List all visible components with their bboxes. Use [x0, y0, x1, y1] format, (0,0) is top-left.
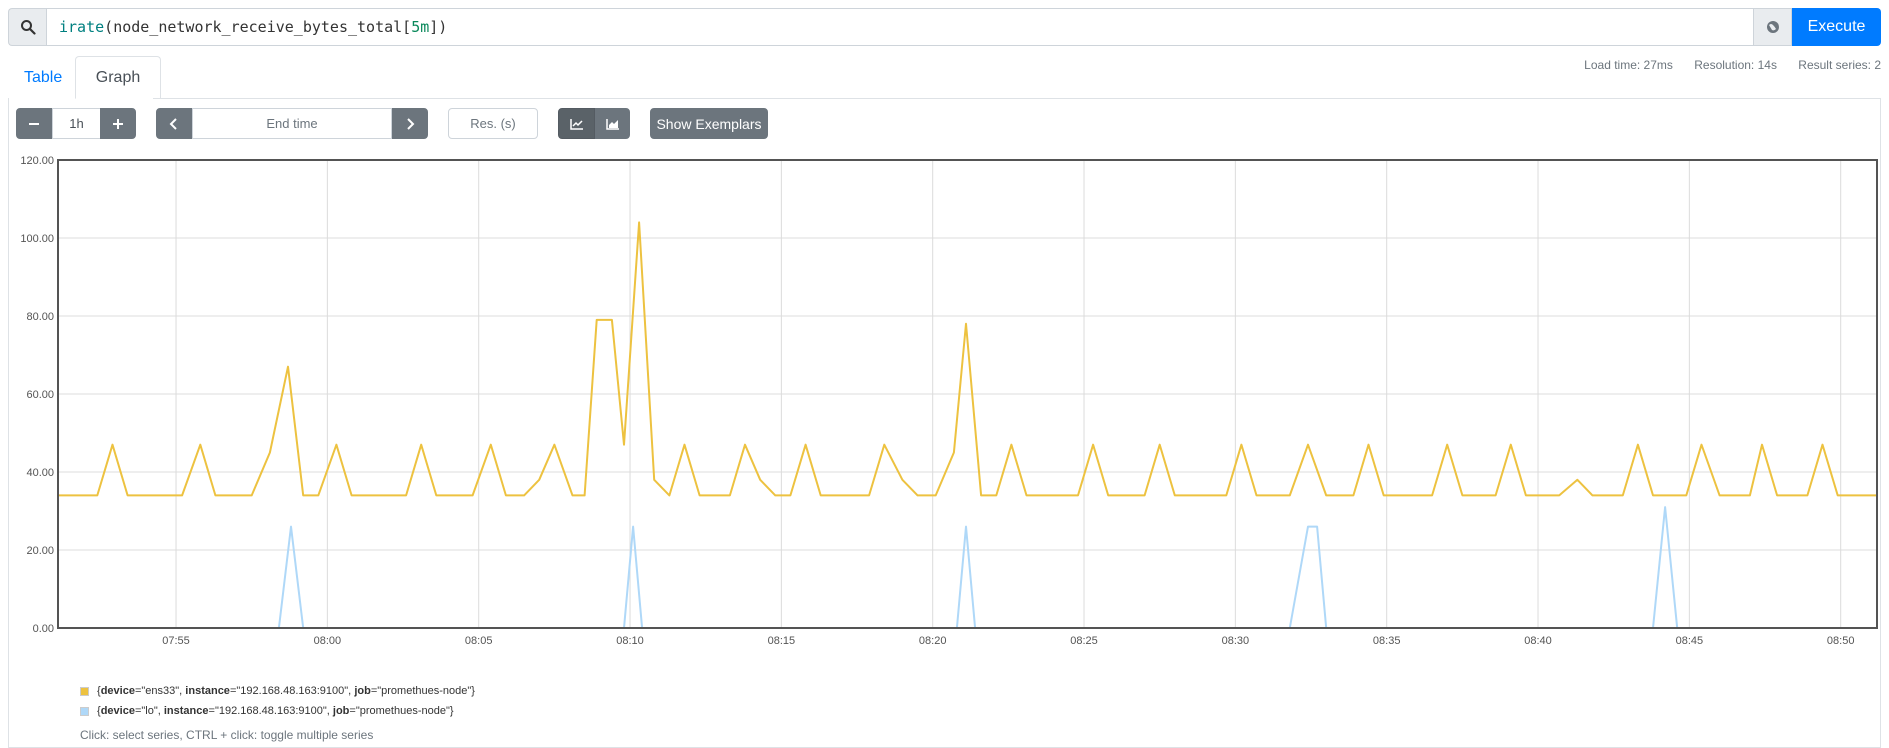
chart-series — [58, 221, 1877, 629]
metrics-explorer-icon[interactable] — [1754, 8, 1792, 46]
chart-grid — [58, 159, 1877, 629]
line-chart-icon — [569, 118, 583, 130]
x-tick-label: 08:20 — [919, 635, 947, 647]
x-tick-label: 08:40 — [1524, 635, 1552, 647]
query-function: irate — [59, 18, 105, 36]
y-tick-label: 60.00 — [26, 389, 54, 401]
y-axis-ticks: 0.00 20.00 40.00 60.00 80.00 100.00 120.00 — [20, 155, 54, 635]
x-tick-label: 08:45 — [1676, 635, 1704, 647]
decrease-range-button[interactable] — [16, 108, 52, 139]
query-stats: Load time: 27ms Resolution: 14s Result s… — [1566, 58, 1881, 72]
minus-icon — [29, 122, 39, 125]
range-input[interactable]: 1h — [52, 108, 101, 139]
load-time: Load time: 27ms — [1584, 58, 1673, 72]
y-tick-label: 20.00 — [26, 545, 54, 557]
x-tick-label: 08:05 — [465, 635, 493, 647]
increase-range-button[interactable] — [100, 108, 136, 139]
x-tick-label: 08:50 — [1827, 635, 1855, 647]
x-tick-label: 08:10 — [616, 635, 644, 647]
plot-frame — [57, 159, 1878, 629]
x-tick-label: 08:00 — [314, 635, 342, 647]
y-tick-label: 80.00 — [26, 311, 54, 323]
end-time-input[interactable]: End time — [192, 108, 392, 139]
search-icon — [8, 8, 46, 46]
legend: {device="ens33", instance="192.168.48.16… — [80, 681, 475, 721]
stacked-chart-button[interactable] — [595, 108, 630, 139]
legend-item-lo[interactable]: {device="lo", instance="192.168.48.163:9… — [80, 701, 475, 721]
resolution: Resolution: 14s — [1694, 58, 1777, 72]
unstacked-chart-button[interactable] — [558, 108, 595, 139]
x-tick-label: 08:25 — [1070, 635, 1098, 647]
chevron-left-icon — [169, 117, 177, 130]
x-tick-label: 07:55 — [162, 635, 190, 647]
plus-icon — [113, 118, 123, 129]
resolution-input[interactable]: Res. (s) — [448, 108, 538, 139]
x-axis-ticks: 07:55 08:00 08:05 08:10 08:15 08:20 08:25 08:30… — [162, 635, 1854, 647]
y-tick-label: 40.00 — [26, 467, 54, 479]
legend-item-ens33[interactable]: {device="ens33", instance="192.168.48.16… — [80, 681, 475, 701]
tab-divider — [153, 98, 1881, 99]
y-tick-label: 120.00 — [20, 155, 54, 167]
time-series-chart[interactable]: 0.00 20.00 40.00 60.00 80.00 100.00 120.00 07:… — [0, 150, 1889, 660]
expression-input[interactable]: irate(node_network_receive_bytes_total[5… — [46, 8, 1754, 46]
previous-time-button[interactable] — [156, 108, 192, 139]
series-line-lo — [58, 506, 1877, 629]
x-tick-label: 08:15 — [768, 635, 796, 647]
area-chart-icon — [605, 118, 619, 130]
next-time-button[interactable] — [392, 108, 428, 139]
legend-swatch — [80, 686, 89, 696]
show-exemplars-button[interactable]: Show Exemplars — [650, 108, 768, 139]
series-line-ens33 — [58, 221, 1877, 497]
legend-swatch — [80, 706, 89, 716]
y-tick-label: 100.00 — [20, 233, 54, 245]
result-series: Result series: 2 — [1798, 58, 1881, 72]
tab-graph[interactable]: Graph — [75, 56, 161, 99]
x-tick-label: 08:30 — [1222, 635, 1250, 647]
query-bar: irate(node_network_receive_bytes_total[5… — [0, 8, 1889, 46]
legend-label: {device="lo", instance="192.168.48.163:9… — [97, 705, 454, 717]
y-tick-label: 0.00 — [33, 623, 54, 635]
query-metric: node_network_receive_bytes_total — [113, 18, 403, 36]
legend-hint: Click: select series, CTRL + click: togg… — [80, 728, 374, 742]
tab-table[interactable]: Table — [24, 68, 63, 86]
x-tick-label: 08:35 — [1373, 635, 1401, 647]
legend-label: {device="ens33", instance="192.168.48.16… — [97, 685, 475, 697]
execute-button[interactable]: Execute — [1792, 8, 1881, 46]
query-range: 5m — [411, 18, 430, 36]
chevron-right-icon — [407, 117, 415, 130]
